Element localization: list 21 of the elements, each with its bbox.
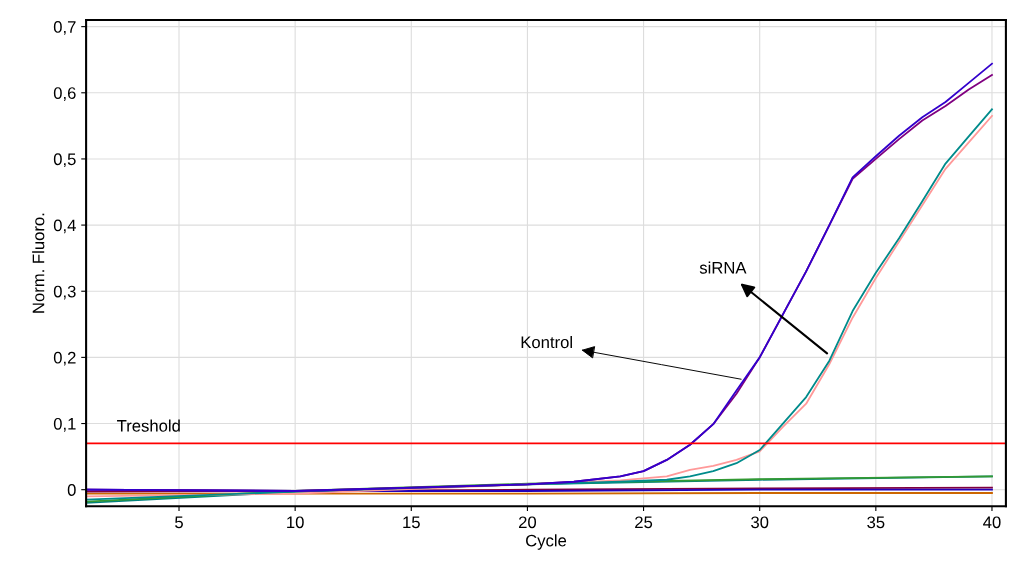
ref-line-label: Treshold bbox=[117, 419, 180, 432]
x-tick-label: 5 bbox=[175, 516, 183, 529]
y-tick-label: 0,5 bbox=[53, 153, 76, 168]
x-tick-label: 10 bbox=[287, 516, 304, 529]
y-tick-label: 0,7 bbox=[53, 21, 76, 35]
x-tick-label: 15 bbox=[403, 516, 420, 529]
annotation: Kontrol bbox=[521, 335, 572, 349]
annotation: siRNA bbox=[699, 261, 747, 274]
x-tick-label: 35 bbox=[867, 516, 885, 529]
y-tick-label: 0,4 bbox=[53, 219, 76, 234]
x-axis-title: Cycle bbox=[526, 534, 567, 550]
y-tick-label: 0,1 bbox=[53, 417, 76, 432]
x-tick-label: 20 bbox=[519, 516, 537, 529]
y-axis-title: Norm. Fluoro. bbox=[32, 213, 45, 313]
x-tick-label: 30 bbox=[751, 516, 769, 529]
x-tick-label: 40 bbox=[983, 516, 1001, 529]
y-tick-label: 0,3 bbox=[53, 285, 76, 300]
y-tick-label: 0,6 bbox=[53, 87, 76, 101]
x-tick-label: 25 bbox=[635, 516, 653, 529]
y-tick-label: 0,2 bbox=[53, 351, 76, 366]
y-tick-label: 0 bbox=[67, 484, 76, 496]
